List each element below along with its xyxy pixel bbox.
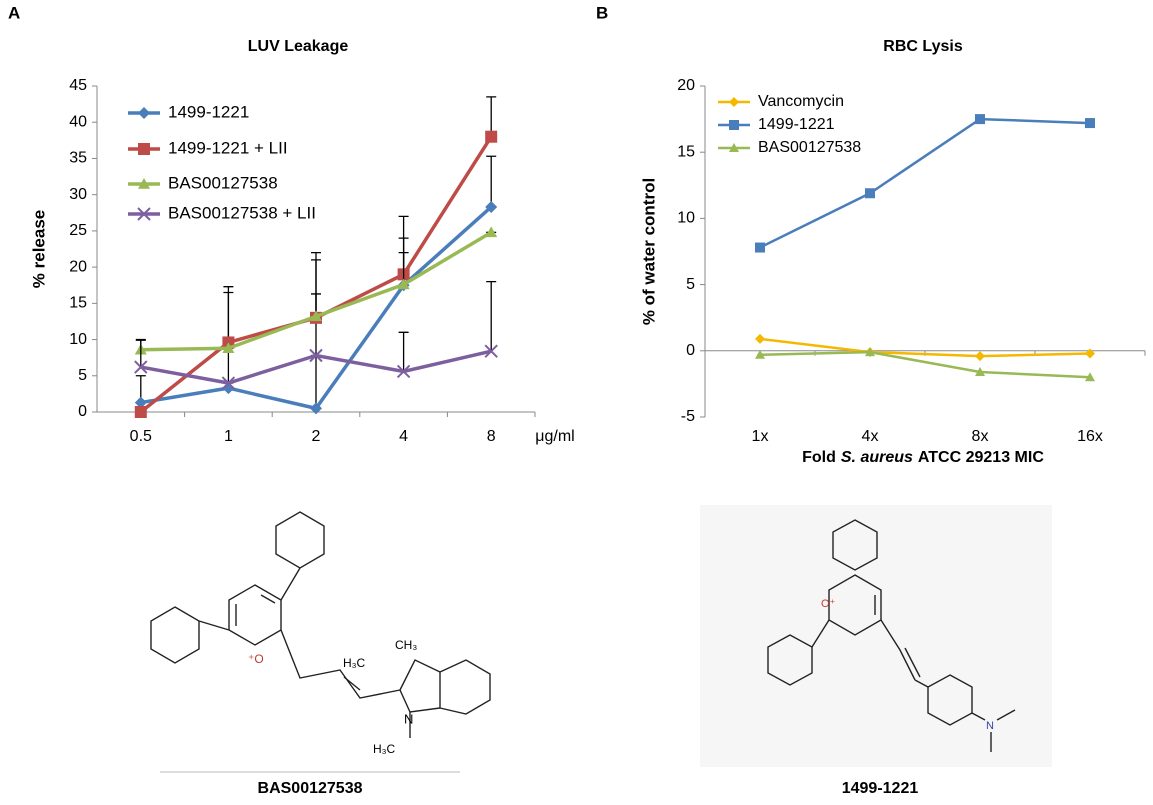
marker	[975, 114, 985, 125]
chart-title: RBC Lysis	[883, 38, 963, 55]
atom-label: N	[986, 720, 994, 732]
y-tick-label: 35	[69, 150, 87, 167]
error-bar	[135, 338, 146, 368]
y-tick-label: 10	[677, 210, 695, 227]
legend-label: Vancomycin	[758, 93, 844, 110]
atom-label: H₃C	[373, 742, 396, 756]
structure-background	[700, 505, 1052, 767]
y-tick-label: 5	[78, 367, 87, 384]
marker	[221, 376, 236, 390]
x-axis-label-part: Fold	[802, 449, 836, 466]
legend-marker	[138, 107, 150, 119]
legend-label: BAS00127538	[758, 139, 861, 156]
atom-label: H₃C	[343, 656, 366, 670]
legend-marker	[729, 143, 739, 152]
x-tick-label: 8	[487, 428, 496, 445]
error-bar	[223, 286, 234, 343]
marker	[1085, 118, 1095, 129]
atom-label: N	[404, 711, 413, 726]
structure-caption: BAS00127538	[258, 780, 363, 797]
marker	[485, 200, 498, 213]
x-tick-label: 4	[399, 428, 408, 445]
x-unit: μg/ml	[535, 428, 574, 445]
legend-label: 1499-1221	[168, 102, 249, 121]
marker	[755, 349, 765, 359]
y-tick-label: 20	[69, 258, 87, 275]
y-tick-label: 0	[686, 342, 695, 359]
marker	[310, 310, 322, 322]
legend-label: 1499-1221 + LII	[168, 138, 288, 157]
legend-marker	[138, 178, 150, 189]
x-tick-label: 16x	[1077, 428, 1103, 445]
x-tick-label: 2	[312, 428, 321, 445]
atom-label: O⁺	[821, 598, 836, 610]
error-bar	[398, 331, 409, 372]
chart-title: LUV Leakage	[248, 38, 349, 55]
legend-label: BAS00127538	[168, 173, 278, 192]
x-tick-label: 1x	[752, 428, 769, 445]
marker	[222, 342, 235, 354]
error-bar	[486, 280, 497, 352]
y-tick-label: 45	[69, 77, 87, 94]
marker	[755, 333, 765, 344]
legend-label: 1499-1221	[758, 116, 835, 133]
y-tick-label: 25	[69, 222, 87, 239]
structure-1499-1221	[767, 519, 1016, 752]
y-axis-label: % of water control	[639, 178, 658, 325]
legend-marker	[137, 207, 151, 221]
y-tick-label: -5	[681, 408, 695, 425]
marker	[1085, 372, 1095, 382]
x-axis-label-part: S. aureus	[841, 449, 913, 466]
y-tick-label: 15	[69, 295, 87, 312]
marker	[134, 406, 147, 418]
legend-marker	[729, 97, 739, 107]
y-tick-label: 40	[69, 113, 87, 130]
structure-caption: 1499-1221	[842, 780, 919, 797]
marker	[975, 366, 985, 376]
atom-label: CH₃	[395, 638, 417, 652]
series-line	[759, 350, 1091, 379]
legend-marker	[138, 143, 150, 155]
series-line	[759, 337, 1091, 358]
marker	[1085, 348, 1095, 359]
marker	[485, 226, 498, 238]
error-bar	[486, 155, 497, 207]
structure-bas00127538	[150, 511, 491, 738]
x-tick-label: 1	[224, 428, 233, 445]
marker	[134, 396, 147, 409]
x-axis-label-part: ATCC 29213 MIC	[918, 449, 1044, 466]
series-line	[759, 117, 1091, 249]
marker	[134, 360, 148, 374]
y-tick-label: 15	[677, 143, 695, 160]
panel-label: A	[8, 3, 20, 22]
y-tick-label: 5	[686, 276, 695, 293]
y-tick-label: 30	[69, 186, 87, 203]
marker	[484, 344, 498, 358]
marker	[865, 347, 875, 357]
atom-label: ⁺O	[248, 652, 264, 666]
error-bar	[486, 96, 497, 137]
y-tick-label: 20	[677, 77, 695, 94]
legend-marker	[729, 120, 739, 130]
y-tick-label: 0	[78, 403, 87, 420]
marker	[310, 402, 322, 415]
marker	[865, 188, 875, 199]
legend-label: BAS00127538 + LII	[168, 203, 316, 222]
marker	[396, 364, 411, 379]
y-tick-label: 10	[69, 331, 87, 348]
x-tick-label: 4x	[862, 428, 879, 445]
x-tick-label: 0.5	[130, 428, 152, 445]
marker	[309, 348, 323, 363]
marker	[975, 351, 985, 362]
panel-label: B	[596, 3, 608, 22]
y-axis-label: % release	[29, 210, 48, 288]
x-axis-label: Fold S. aureus ATCC 29213 MIC	[802, 449, 1044, 466]
marker	[755, 242, 765, 253]
marker	[485, 130, 498, 143]
marker	[397, 278, 410, 290]
x-tick-label: 8x	[972, 428, 989, 445]
